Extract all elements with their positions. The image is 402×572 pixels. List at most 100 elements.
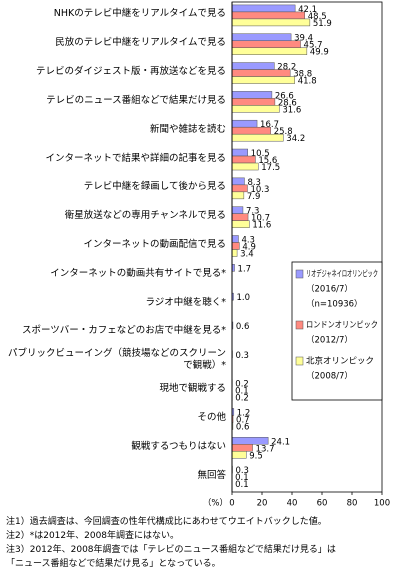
legend-swatch	[295, 269, 304, 279]
footnote: 注2）*は2012年、2008年調査にはない。	[6, 531, 180, 541]
bar	[231, 184, 248, 193]
value-label: 0.6	[236, 422, 250, 432]
bar	[231, 242, 240, 250]
legend-label: 北京オリンピック	[306, 356, 374, 367]
legend-note: （2016/7）	[306, 284, 353, 295]
footnote: 注1）過去調査は、今回調査の性年代構成比にあわせてウエイトバックした値。	[6, 517, 327, 527]
legend-swatch	[295, 356, 304, 366]
value-label: 1.2	[237, 408, 251, 418]
bar	[231, 444, 253, 452]
bar	[231, 155, 256, 164]
value-label: 0.2	[235, 394, 249, 404]
value-label: 16.7	[260, 120, 279, 130]
bar	[231, 235, 239, 243]
category-label: 衛星放送などの専用チャンネルで見る	[64, 210, 226, 222]
category-label: その他	[197, 411, 226, 423]
value-label: 0.2	[235, 380, 249, 390]
legend-label: リオデジャネイロオリンピック	[306, 269, 378, 280]
value-label: 31.6	[282, 105, 301, 115]
category-label: テレビのニュース番組などで結果だけ見る	[46, 94, 226, 106]
value-label: 49.9	[310, 48, 329, 58]
value-label: 17.5	[261, 163, 280, 173]
value-label: 38.8	[293, 70, 312, 80]
bar	[231, 162, 259, 171]
category-label: 現地で観戦する	[159, 383, 226, 395]
value-label: 41.8	[298, 77, 317, 87]
value-label: 0.1	[235, 480, 249, 490]
x-tick-label: 100	[374, 499, 390, 509]
bar	[231, 98, 276, 106]
value-label: 24.1	[271, 437, 290, 447]
value-label: 0.3	[235, 466, 249, 476]
category-label: インターネットで結果や詳細の記事を見る	[45, 152, 226, 164]
bar	[231, 47, 308, 55]
legend-label: ロンドンオリンピック	[306, 321, 378, 331]
legend-note: （n=10936）	[306, 299, 363, 310]
bar	[231, 105, 280, 113]
value-label: 0.3	[235, 351, 249, 361]
category-label: テレビのダイジェスト版・再放送などを見る	[35, 66, 226, 78]
value-label: 8.3	[247, 178, 261, 188]
category-label: 無回答	[197, 469, 226, 481]
bar	[231, 213, 249, 221]
value-label: 1.7	[238, 264, 252, 274]
legend-swatch	[295, 320, 304, 330]
value-label: 28.2	[277, 63, 296, 73]
bar	[231, 220, 250, 228]
value-label: 10.5	[251, 149, 270, 159]
value-label: 42.1	[298, 5, 317, 15]
bar	[231, 119, 258, 128]
bar	[231, 69, 291, 77]
bar	[231, 40, 301, 48]
value-label: 45.7	[304, 41, 323, 51]
value-label: 15.6	[258, 156, 277, 166]
value-label: 39.4	[294, 34, 313, 44]
bar	[231, 148, 248, 157]
x-tick-label: 80	[347, 499, 358, 509]
value-label: 10.7	[251, 214, 270, 224]
category-label: 新聞や雑誌を読む	[149, 123, 226, 135]
value-label: 11.6	[252, 221, 271, 231]
bar	[231, 18, 311, 27]
value-label: 4.9	[242, 243, 256, 253]
value-label: 1.0	[237, 293, 251, 303]
bar	[231, 177, 245, 186]
value-label: 34.2	[286, 134, 305, 144]
bar	[231, 437, 269, 445]
value-label: 0.6	[236, 322, 250, 332]
category-label: 観戦するつもりはない	[131, 440, 226, 452]
value-label: 26.6	[275, 91, 294, 101]
footnote: 注3）2012年、2008年調査では「テレビのニュース番組などで結果だけ見る」は	[6, 545, 336, 555]
bar	[231, 62, 275, 70]
x-unit: （%）	[203, 498, 228, 509]
category-label: インターネットの動画共有サイトで見る*	[50, 267, 226, 279]
bar	[231, 206, 244, 214]
bar	[231, 191, 245, 200]
category-label: スポーツバー・カフェなどのお店で中継を見る*	[21, 325, 226, 337]
value-label: 51.9	[313, 19, 332, 29]
value-label: 0.7	[236, 415, 250, 425]
value-label: 10.3	[250, 185, 269, 195]
bar	[231, 126, 271, 135]
value-label: 13.7	[256, 444, 275, 454]
value-label: 0.1	[235, 387, 249, 397]
bar	[231, 91, 273, 99]
value-label: 4.3	[241, 236, 255, 246]
bar	[231, 76, 295, 84]
bar	[231, 133, 284, 142]
bar	[231, 33, 292, 41]
category-label: 民放のテレビ中継をリアルタイムで見る	[55, 37, 226, 49]
category-label: パブリックビューイング（競技場などのスクリーンで観戦）*	[7, 348, 226, 372]
value-label: 28.6	[278, 98, 297, 108]
category-label: テレビ中継を録画して後から見る	[83, 181, 226, 193]
bar	[231, 451, 247, 459]
value-label: 48.5	[308, 12, 327, 22]
x-tick-label: 20	[257, 499, 268, 509]
value-label: 7.3	[246, 207, 260, 217]
category-label: インターネットの動画配信で見る	[83, 239, 226, 250]
bar	[231, 11, 305, 20]
x-tick-label: 60	[317, 499, 328, 509]
category-label: NHKのテレビ中継をリアルタイムで見る	[53, 8, 226, 20]
